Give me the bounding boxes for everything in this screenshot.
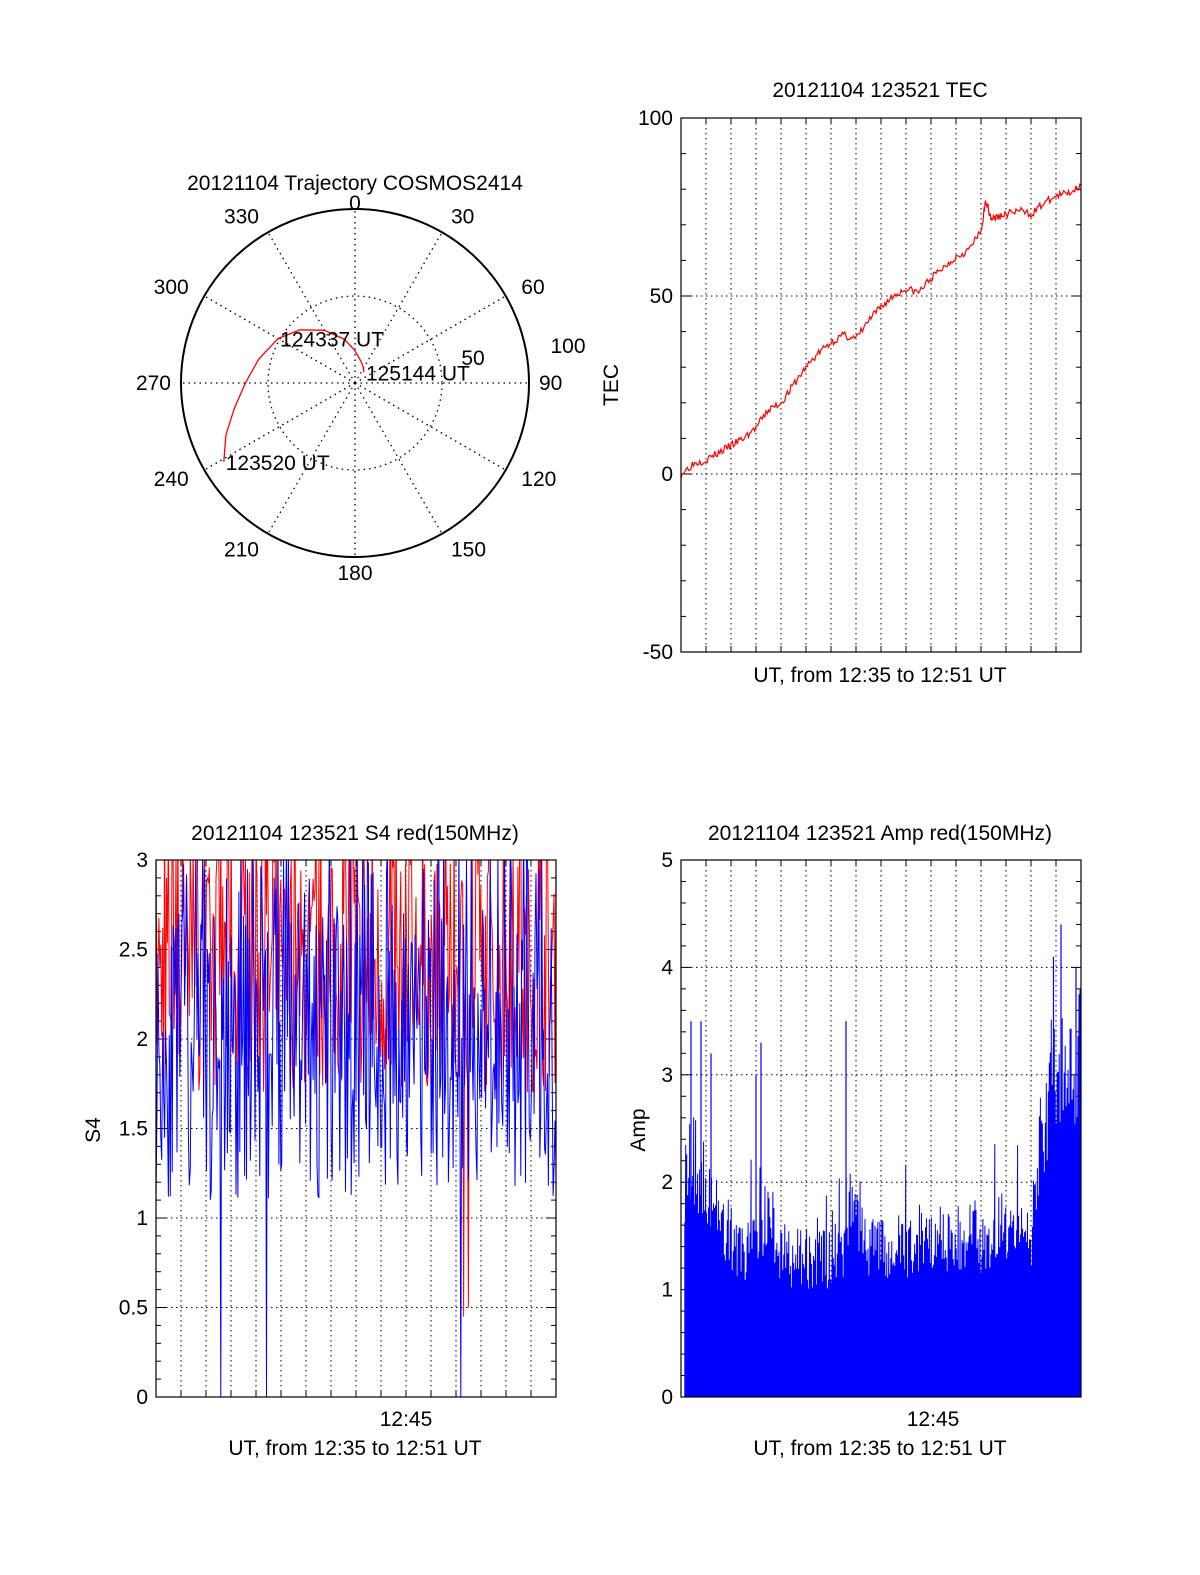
polar-angle-label: 180 [337,562,372,585]
polar-angle-label: 0 [349,192,361,215]
plot-frame [155,859,557,1398]
amp-plot: 20121104 123521 Amp red(150MHz) UT, from… [627,822,1082,1460]
polar-spoke [354,295,507,384]
polar-angle-label: 240 [154,468,189,491]
polar-angle-label: 90 [539,372,562,395]
y-tick-label: 0.5 [119,1297,148,1320]
polar-spoke [203,382,356,471]
s4-title: 20121104 123521 S4 red(150MHz) [191,822,519,845]
plot-frame [680,859,1082,1398]
polar-spoke [267,231,356,384]
polar-angle-label: 150 [451,538,486,561]
tec-xlabel: UT, from 12:35 to 12:51 UT [753,664,1006,687]
polar-spoke [203,295,356,384]
plot-frame [680,117,1082,653]
s4-series-group [156,860,556,1397]
s4-series-blue [156,860,556,1397]
polar-inner-circle [267,295,443,471]
polar-angle-label: 270 [136,372,171,395]
tec-title: 20121104 123521 TEC [772,79,987,102]
polar-spoke [354,231,443,384]
s4-ylabel: S4 [82,1117,105,1143]
polar-angle-label: 120 [521,468,556,491]
polar-series [223,329,365,462]
y-tick-label: 3 [661,1064,673,1087]
y-tick-label: 0 [136,1386,148,1409]
tec-body: -50 0 50 100 [638,107,1082,664]
amp-xlabel: UT, from 12:35 to 12:51 UT [753,1437,1006,1460]
y-tick-label: 1.5 [119,1118,148,1141]
tec-ylabel: TEC [600,364,623,406]
polar-radial-label: 50 [461,347,484,370]
s4-xtick-label: 12:45 [380,1408,433,1431]
y-tick-label: 5 [661,849,673,872]
y-tick-label: 3 [136,849,148,872]
y-tick-label: 2 [661,1171,673,1194]
polar-grid [180,208,530,558]
y-tick-label: 0 [661,463,673,486]
s4-body: 0 0.5 1 1.5 2 2.5 3 [119,849,557,1409]
polar-spoke [354,382,507,471]
y-tick-label: 50 [650,285,673,308]
polar-time-annotation: 124337 UT [280,329,384,352]
polar-spoke [267,382,356,535]
polar-trajectory-plot: 20121104 Trajectory COSMOS2414 0 30 60 90 12… [136,172,586,585]
tec-plot: 20121104 123521 TEC UT, from 12:35 to 12… [600,79,1082,687]
polar-angle-label: 330 [224,206,259,229]
polar-angle-label: 210 [224,538,259,561]
s4-plot: 20121104 123521 S4 red(150MHz) UT, from … [82,822,557,1460]
y-tick-label: 0 [661,1386,673,1409]
y-tick-label: 4 [661,956,673,979]
polar-trajectory-line [223,329,365,462]
polar-spoke [354,382,443,535]
y-tick-label: -50 [643,641,673,664]
y-tick-label: 2 [136,1028,148,1051]
s4-xlabel: UT, from 12:35 to 12:51 UT [228,1437,481,1460]
amp-series-area [684,988,1082,1398]
polar-labels: 0 30 60 90 120 150 180 210 240 270 300 330 50 100 1235… [136,192,586,585]
y-tick-label: 100 [638,107,673,130]
amp-xtick-label: 12:45 [907,1408,960,1431]
amp-title: 20121104 123521 Amp red(150MHz) [708,822,1052,845]
polar-outer-circle [180,208,530,558]
y-tick-label: 1 [661,1279,673,1302]
polar-radial-label: 100 [550,335,585,358]
y-tick-label: 2.5 [119,939,148,962]
polar-title: 20121104 Trajectory COSMOS2414 [187,172,523,195]
amp-body: 0 1 2 3 4 5 [661,849,1082,1409]
polar-time-annotation: 125144 UT [366,362,470,385]
polar-time-annotation: 123520 UT [226,452,330,475]
polar-angle-label: 300 [154,276,189,299]
y-tick-label: 1 [136,1207,148,1230]
polar-angle-label: 30 [451,206,474,229]
amp-ylabel: Amp [627,1108,650,1151]
polar-angle-label: 60 [521,276,544,299]
tec-series-line [680,183,1082,479]
